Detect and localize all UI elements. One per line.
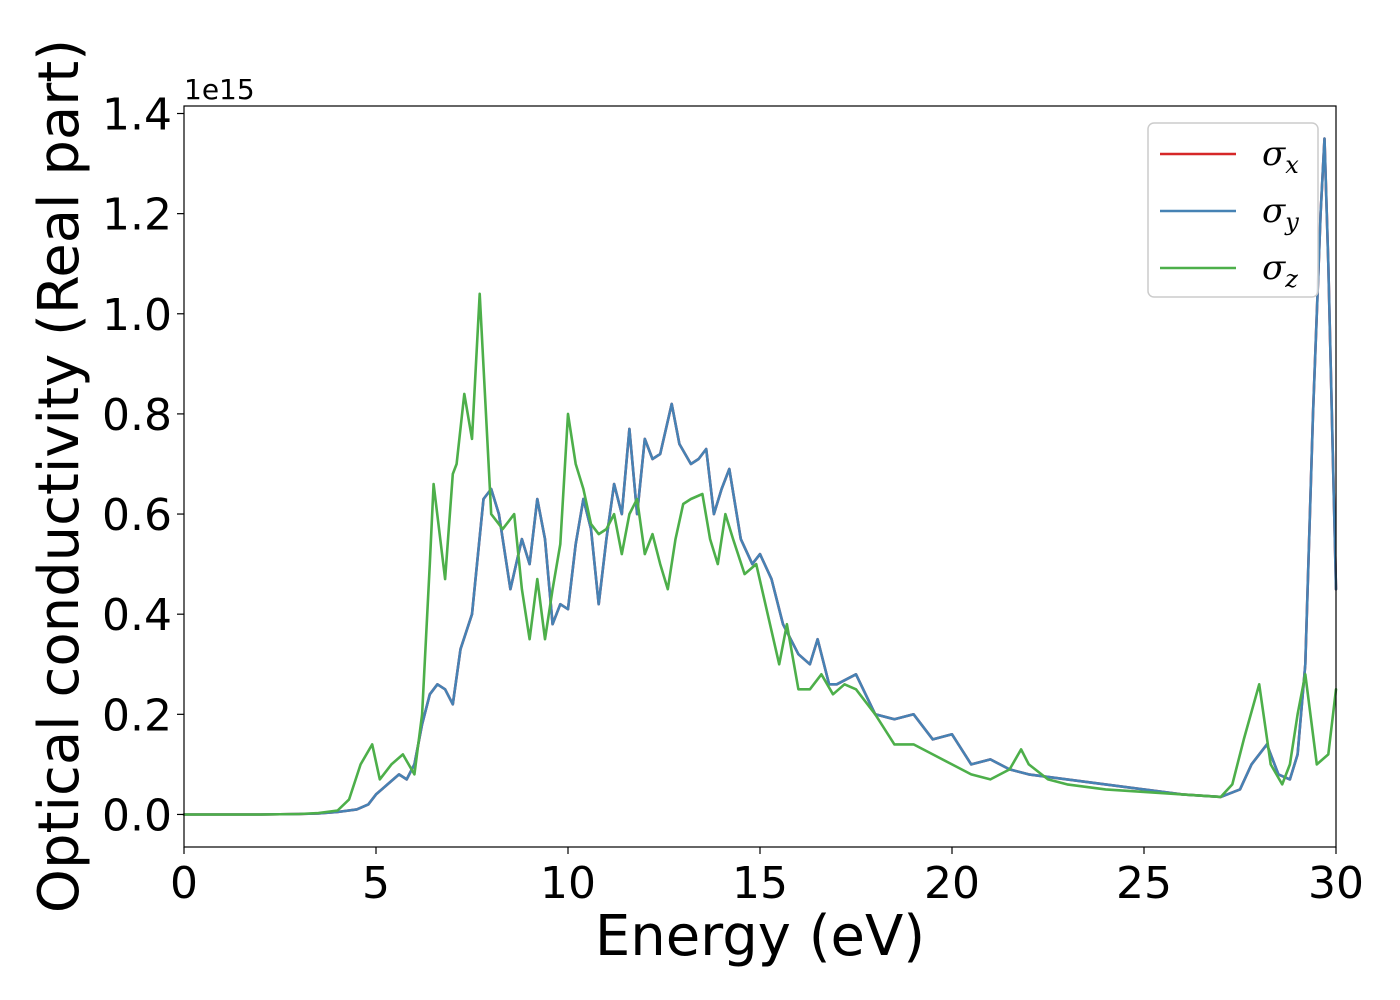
plot-background <box>184 106 1336 847</box>
x-tick-label: 30 <box>1308 858 1364 909</box>
x-axis: 0 5 10 15 20 25 30 <box>170 847 1364 909</box>
y-tick-label: 1.0 <box>102 290 172 341</box>
x-tick-label: 15 <box>732 858 788 909</box>
y-tick-label: 0.8 <box>102 390 172 441</box>
x-tick-label: 10 <box>540 858 596 909</box>
legend-label-y: σy <box>1262 191 1299 236</box>
x-tick-label: 25 <box>1116 858 1172 909</box>
y-offset-text: 1e15 <box>184 73 255 106</box>
y-tick-label: 0.0 <box>102 790 172 841</box>
x-tick-label: 0 <box>170 858 198 909</box>
x-tick-label: 5 <box>362 858 390 909</box>
legend-label-x: σx <box>1262 134 1299 179</box>
y-axis: 0.0 0.2 0.4 0.6 0.8 1.0 1.2 1.4 <box>102 90 184 841</box>
y-tick-label: 0.4 <box>102 590 172 641</box>
y-tick-label: 0.6 <box>102 490 172 541</box>
x-tick-label: 20 <box>924 858 980 909</box>
series-layer <box>182 137 1338 816</box>
legend: σx σy σz <box>1147 122 1319 298</box>
legend-label-z: σz <box>1262 248 1298 293</box>
series-line-z <box>182 292 1338 816</box>
y-tick-label: 0.2 <box>102 690 172 741</box>
y-tick-label: 1.4 <box>102 90 172 141</box>
y-axis-label: Optical conductivity (Real part) <box>27 39 92 913</box>
x-axis-label: Energy (eV) <box>595 904 925 969</box>
y-tick-label: 1.2 <box>102 190 172 241</box>
